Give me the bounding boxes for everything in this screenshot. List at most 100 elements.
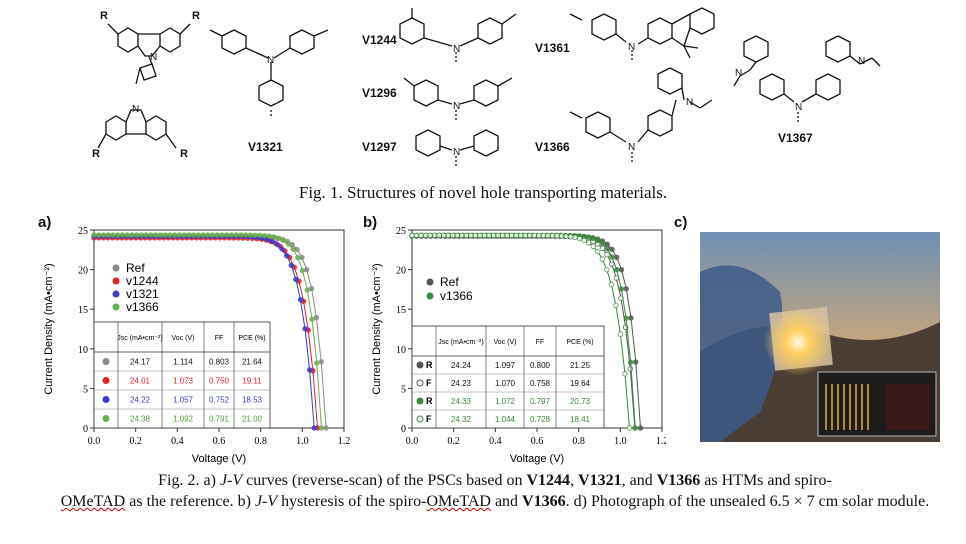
- data-point: [472, 232, 479, 239]
- caption-bold: V1366: [656, 472, 701, 489]
- data-point: [590, 243, 596, 250]
- table-marker: [416, 379, 424, 387]
- data-point: [171, 232, 178, 238]
- substituent-label: R: [92, 148, 100, 160]
- svg-text:N: N: [628, 142, 635, 153]
- data-point: [242, 232, 249, 238]
- data-point: [627, 359, 634, 365]
- data-point: [195, 232, 201, 238]
- data-point: [133, 232, 140, 238]
- data-point: [261, 232, 268, 239]
- data-point: [613, 302, 619, 309]
- data-point: [623, 286, 629, 292]
- svg-text:N: N: [150, 52, 157, 63]
- table-cell: 24.32: [451, 415, 472, 424]
- data-point: [124, 232, 130, 238]
- table-cell: 1.072: [495, 397, 516, 406]
- table-header: FF: [536, 339, 545, 346]
- data-point: [181, 232, 187, 238]
- data-point: [486, 232, 492, 239]
- data-point: [459, 232, 465, 239]
- data-point: [617, 331, 624, 337]
- table-cell: 20.73: [570, 397, 591, 406]
- data-point: [628, 315, 634, 321]
- x-tick-label: 0.6: [531, 436, 544, 447]
- molecule-label-v1296: V1296: [362, 86, 397, 100]
- table-cell: 1.070: [495, 379, 516, 388]
- legend-marker: [112, 303, 120, 311]
- data-point: [314, 360, 320, 366]
- data-point: [290, 246, 296, 252]
- table-marker: [102, 396, 110, 403]
- data-point: [309, 316, 315, 322]
- table-cell: 1.057: [173, 396, 194, 405]
- data-point: [238, 232, 244, 238]
- table-marker: [102, 415, 110, 422]
- data-point: [413, 232, 420, 239]
- legend-label: v1321: [126, 287, 159, 301]
- y-tick-label: 10: [396, 345, 406, 356]
- v1361-structure: [569, 7, 715, 62]
- data-point: [513, 232, 519, 239]
- molecule-label-v1361: V1361: [535, 41, 570, 55]
- data-point: [604, 241, 610, 247]
- data-point: [490, 232, 497, 239]
- x-tick-label: 0.2: [447, 436, 460, 447]
- legend-marker: [112, 290, 120, 298]
- svg-text:N: N: [686, 97, 693, 108]
- table-cell: 24.33: [451, 397, 472, 406]
- data-point: [143, 232, 149, 238]
- svg-text:N: N: [453, 147, 460, 158]
- caption-bold: V1366: [522, 493, 566, 510]
- data-point: [549, 232, 556, 239]
- y-tick-label: 0: [83, 424, 88, 435]
- data-point: [157, 232, 164, 238]
- data-point: [445, 232, 451, 239]
- svg-text:N: N: [858, 56, 865, 67]
- x-tick-label: 1.0: [296, 436, 309, 447]
- data-point: [138, 232, 145, 238]
- data-point: [302, 326, 308, 332]
- figure2-caption: Fig. 2. a) J-V curves (reverse-scan) of …: [30, 470, 960, 512]
- caption-bold: V1244: [526, 472, 571, 489]
- data-point: [622, 371, 628, 377]
- v1321-structure: [209, 29, 329, 116]
- table-cell: 19.64: [570, 379, 591, 388]
- table-cell: 24.17: [130, 358, 151, 367]
- data-point: [450, 232, 456, 239]
- data-point: [295, 254, 301, 261]
- caption-text: and: [490, 493, 523, 510]
- molecule-label-v1366: V1366: [535, 140, 570, 154]
- data-point: [176, 232, 183, 238]
- x-tick-label: 0.6: [213, 436, 226, 447]
- substituent-label: R: [180, 148, 188, 160]
- svg-text:N: N: [132, 104, 139, 115]
- table-cell: 0.750: [209, 377, 230, 386]
- table-row-label: R: [426, 396, 433, 406]
- legend-label: v1366: [440, 289, 473, 303]
- x-tick-label: 1.2: [338, 436, 351, 447]
- table-header: Voc (V): [172, 335, 195, 342]
- data-point: [554, 233, 560, 239]
- data-point: [297, 297, 304, 303]
- y-tick-label: 25: [396, 226, 406, 237]
- data-point: [540, 232, 547, 239]
- data-point: [96, 232, 102, 238]
- data-point: [604, 251, 610, 258]
- table-cell: 1.097: [495, 361, 516, 370]
- data-point: [200, 232, 206, 238]
- data-point: [427, 232, 433, 239]
- data-point: [618, 267, 625, 273]
- figure1-caption: Fig. 1. Structures of novel hole transpo…: [298, 183, 668, 202]
- data-point: [304, 266, 310, 273]
- x-tick-label: 1.0: [614, 436, 627, 447]
- y-tick-label: 10: [78, 345, 88, 356]
- data-point: [558, 233, 565, 239]
- molecule-label-v1321: V1321: [248, 140, 283, 154]
- data-point: [228, 232, 235, 238]
- table-cell: 1.092: [173, 415, 194, 424]
- x-tick-label: 0.2: [129, 436, 142, 447]
- data-point: [499, 232, 506, 239]
- table-cell: 21.00: [242, 415, 263, 424]
- data-point: [614, 266, 620, 273]
